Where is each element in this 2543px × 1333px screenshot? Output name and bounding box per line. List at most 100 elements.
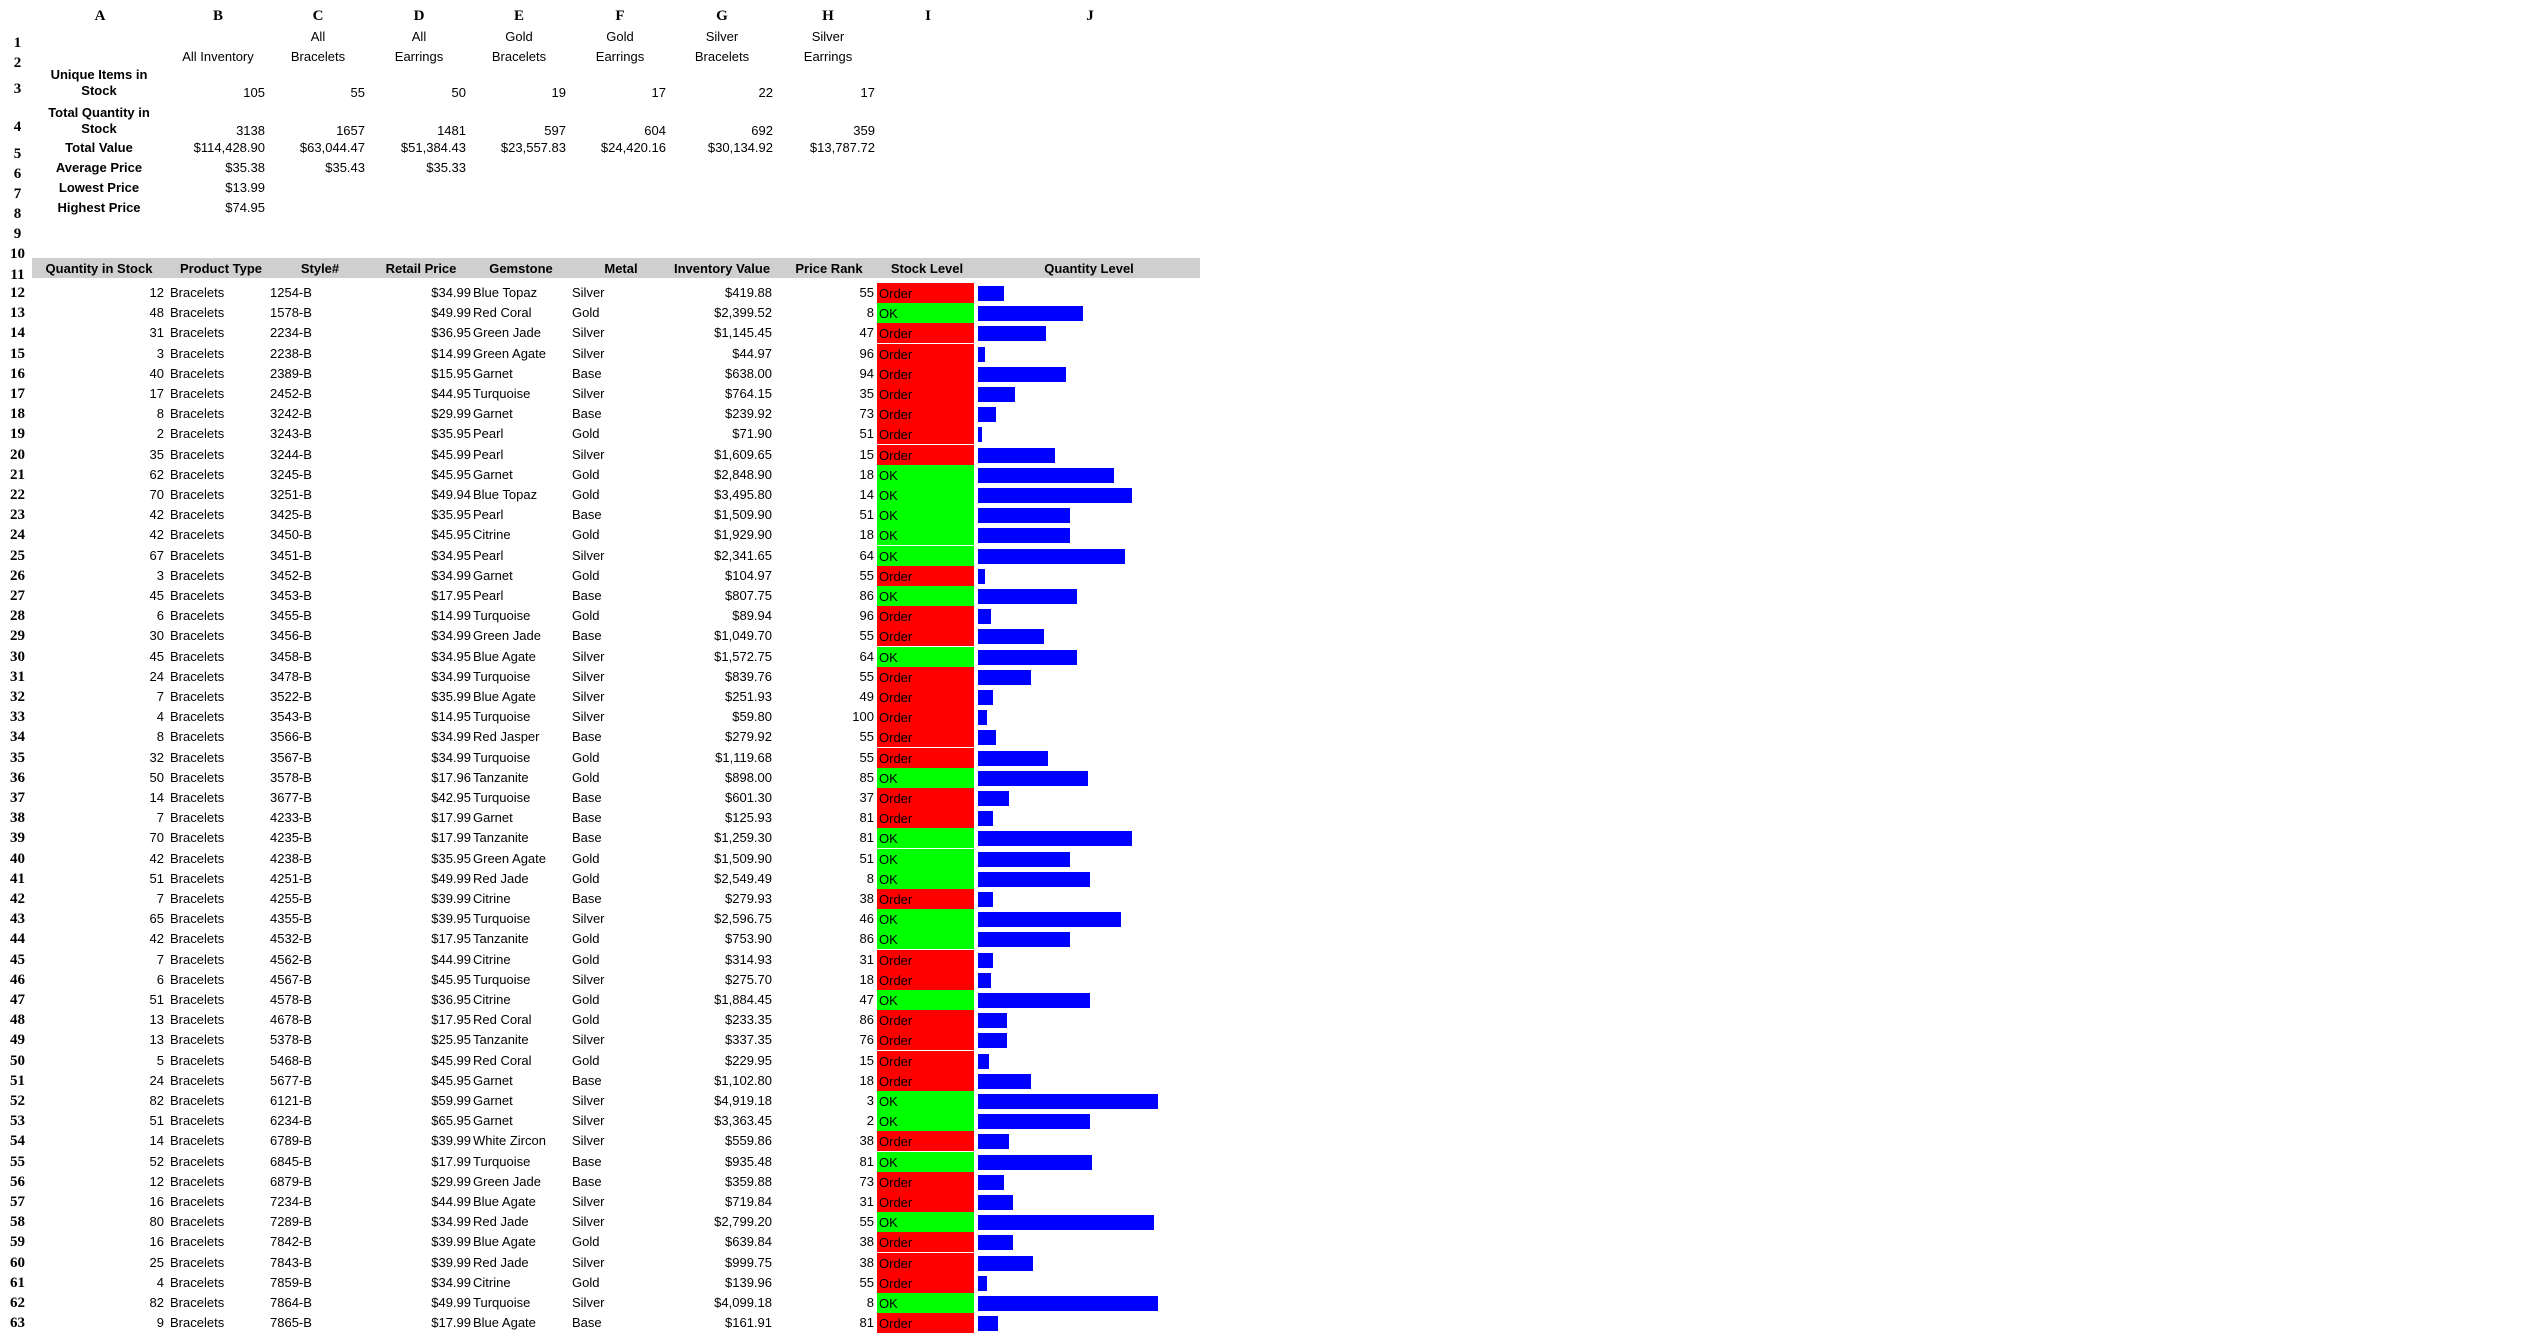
table-row[interactable]: 48 Bracelets 1578-B $49.99 Red Coral Gold $2,3… [0,303,1200,324]
table-row[interactable]: 6 Bracelets 4567-B $45.95 Turquoise Silver $27… [0,969,1200,990]
table-row[interactable]: 42 Bracelets 4238-B $35.95 Green Agate Gold $1… [0,848,1200,869]
row-number[interactable]: 3 [13,81,22,97]
table-row[interactable]: 45 Bracelets 3458-B $34.95 Blue Agate Silver $… [0,646,1200,667]
table-row[interactable]: 9 Bracelets 7865-B $17.99 Blue Agate Base $161… [0,1313,1200,1333]
row-number[interactable]: 30 [10,648,25,665]
header-inventory-value[interactable]: Inventory Value [673,261,771,276]
table-row[interactable]: 7 Bracelets 4562-B $44.99 Citrine Gold $314.93… [0,949,1200,970]
column-header-h[interactable]: H [822,8,834,24]
row-number[interactable]: 26 [10,567,25,584]
header-style[interactable]: Style# [300,261,340,276]
row-number[interactable]: 12 [10,285,25,301]
row-number[interactable]: 2 [13,55,22,71]
table-row[interactable]: 70 Bracelets 3251-B $49.94 Blue Topaz Gold $3,… [0,485,1200,505]
row-number[interactable]: 32 [10,689,25,705]
column-header-f[interactable]: F [615,8,625,24]
header-stock-level[interactable]: Stock Level [890,261,964,276]
row-number[interactable]: 8 [13,206,22,222]
row-number[interactable]: 42 [10,891,25,907]
row-number[interactable]: 44 [10,931,25,948]
row-number[interactable]: 56 [10,1173,25,1190]
table-row[interactable]: 16 Bracelets 7842-B $39.99 Blue Agate Gold $63… [0,1232,1200,1253]
table-row[interactable]: 51 Bracelets 4578-B $36.95 Citrine Gold $1,884… [0,990,1200,1010]
row-number[interactable]: 5 [13,146,22,162]
row-number[interactable]: 35 [10,749,25,766]
column-header-c[interactable]: C [312,8,324,24]
row-number[interactable]: 49 [10,1032,25,1049]
header-retail-price[interactable]: Retail Price [385,261,457,276]
header-product-type[interactable]: Product Type [179,261,263,276]
table-row[interactable]: 4 Bracelets 7859-B $34.99 Citrine Gold $139.96… [0,1272,1200,1293]
table-row[interactable]: 16 Bracelets 7234-B $44.99 Blue Agate Silver $… [0,1192,1200,1212]
row-number[interactable]: 61 [10,1274,25,1291]
row-number[interactable]: 38 [10,810,25,827]
header-gemstone[interactable]: Gemstone [489,261,553,276]
row-number[interactable]: 47 [10,992,25,1008]
table-row[interactable]: 67 Bracelets 3451-B $34.95 Pearl Silver $2,341… [0,545,1200,566]
row-number[interactable]: 54 [10,1133,25,1150]
row-number[interactable]: 7 [13,186,22,202]
table-row[interactable]: 7 Bracelets 3522-B $35.99 Blue Agate Silver $2… [0,687,1200,707]
row-number[interactable]: 50 [10,1052,25,1069]
table-row[interactable]: 35 Bracelets 3244-B $45.99 Pearl Silver $1,609… [0,444,1200,465]
row-number[interactable]: 53 [10,1113,25,1130]
row-number[interactable]: 34 [10,729,25,746]
table-row[interactable]: 12 Bracelets 6879-B $29.99 Green Jade Base $35… [0,1171,1200,1192]
row-number[interactable]: 9 [13,226,22,242]
row-number[interactable]: 25 [10,547,25,564]
table-row[interactable]: 42 Bracelets 3425-B $35.95 Pearl Base $1,509.9… [0,505,1200,526]
table-row[interactable]: 31 Bracelets 2234-B $36.95 Green Jade Silver $… [0,323,1200,344]
row-number[interactable]: 10 [10,246,25,262]
table-row[interactable]: 65 Bracelets 4355-B $39.95 Turquoise Silver $2… [0,909,1200,930]
row-number[interactable]: 40 [10,850,25,867]
column-header-e[interactable]: E [513,8,524,24]
table-row[interactable]: 30 Bracelets 3456-B $34.99 Green Jade Base $1,… [0,626,1200,647]
row-number[interactable]: 1 [13,35,22,51]
row-number[interactable]: 48 [10,1012,25,1029]
row-number[interactable]: 14 [10,325,25,342]
table-row[interactable]: 14 Bracelets 3677-B $42.95 Turquoise Base $601… [0,788,1200,808]
table-row[interactable]: 50 Bracelets 3578-B $17.96 Tanzanite Gold $898… [0,767,1200,788]
table-row[interactable]: 24 Bracelets 3478-B $34.99 Turquoise Silver $8… [0,666,1200,687]
table-row[interactable]: 51 Bracelets 4251-B $49.99 Red Jade Gold $2,54… [0,868,1200,889]
table-row[interactable]: 25 Bracelets 7843-B $39.99 Red Jade Silver $99… [0,1252,1200,1273]
table-row[interactable]: 13 Bracelets 5378-B $25.95 Tanzanite Silver $3… [0,1030,1200,1051]
row-number[interactable]: 51 [10,1072,25,1089]
column-header-g[interactable]: G [716,8,728,24]
table-row[interactable]: 8 Bracelets 3242-B $29.99 Garnet Base $239.92 7… [0,404,1200,425]
table-row[interactable]: 5 Bracelets 5468-B $45.99 Red Coral Gold $229.… [0,1050,1200,1071]
row-number[interactable]: 13 [10,305,25,322]
table-row[interactable]: 7 Bracelets 4255-B $39.99 Citrine Base $279.93… [0,889,1200,909]
row-number[interactable]: 62 [10,1295,25,1311]
row-number[interactable]: 46 [10,971,25,988]
table-row[interactable]: 14 Bracelets 6789-B $39.99 White Zircon Silve… [0,1131,1200,1152]
row-number[interactable]: 11 [10,267,25,283]
row-number[interactable]: 17 [10,386,25,402]
row-number[interactable]: 6 [13,166,22,182]
column-header-i[interactable]: I [925,8,931,24]
row-number[interactable]: 36 [10,769,25,786]
header-metal[interactable]: Metal [604,261,638,276]
row-number[interactable]: 27 [10,588,25,604]
table-row[interactable]: 32 Bracelets 3567-B $34.99 Turquoise Gold $1,1… [0,747,1200,768]
table-row[interactable]: 6 Bracelets 3455-B $14.99 Turquoise Gold $89.9… [0,606,1200,627]
table-row[interactable]: 12 Bracelets 1254-B $34.99 Blue Topaz Silver $… [0,283,1200,303]
row-number[interactable]: 18 [10,406,25,423]
table-row[interactable]: 8 Bracelets 3566-B $34.99 Red Jasper Base $279… [0,727,1200,748]
row-number[interactable]: 57 [10,1194,25,1210]
table-row[interactable]: 24 Bracelets 5677-B $45.95 Garnet Base $1,102.… [0,1070,1200,1091]
table-row[interactable]: 62 Bracelets 3245-B $45.95 Garnet Gold $2,848.… [0,464,1200,485]
row-number[interactable]: 23 [10,507,25,524]
row-number[interactable]: 22 [10,487,25,503]
column-header-b[interactable]: B [212,8,223,24]
header-price-rank[interactable]: Price Rank [795,261,863,276]
row-number[interactable]: 59 [10,1234,25,1251]
table-row[interactable]: 51 Bracelets 6234-B $65.95 Garnet Silver $3,36… [0,1111,1200,1132]
table-row[interactable]: 13 Bracelets 4678-B $17.95 Red Coral Gold $233… [0,1010,1200,1031]
row-number[interactable]: 55 [10,1153,25,1170]
row-number[interactable]: 24 [10,527,25,544]
row-number[interactable]: 52 [10,1093,25,1109]
table-row[interactable]: 4 Bracelets 3543-B $14.95 Turquoise Silver $59… [0,707,1200,728]
table-row[interactable]: 70 Bracelets 4235-B $17.99 Tanzanite Base $1,2… [0,828,1200,849]
column-header-j[interactable]: J [1086,8,1094,24]
